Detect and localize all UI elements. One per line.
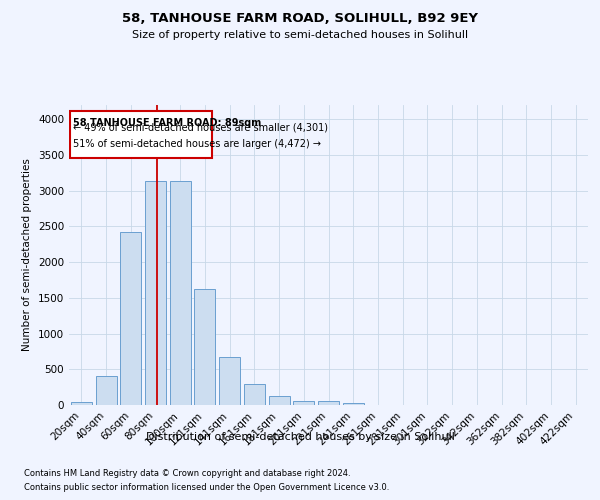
- Text: ← 49% of semi-detached houses are smaller (4,301): ← 49% of semi-detached houses are smalle…: [73, 122, 328, 132]
- FancyBboxPatch shape: [70, 110, 212, 158]
- Text: Size of property relative to semi-detached houses in Solihull: Size of property relative to semi-detach…: [132, 30, 468, 40]
- Y-axis label: Number of semi-detached properties: Number of semi-detached properties: [22, 158, 32, 352]
- Bar: [95, 376, 116, 405]
- Bar: [343, 403, 364, 405]
- Bar: [120, 232, 141, 405]
- Bar: [145, 180, 166, 405]
- Text: 58, TANHOUSE FARM ROAD, SOLIHULL, B92 9EY: 58, TANHOUSE FARM ROAD, SOLIHULL, B92 9E…: [122, 12, 478, 26]
- Bar: [318, 402, 339, 405]
- Bar: [269, 396, 290, 405]
- Text: 51% of semi-detached houses are larger (4,472) →: 51% of semi-detached houses are larger (…: [73, 140, 321, 149]
- Bar: [293, 400, 314, 405]
- Bar: [219, 357, 240, 405]
- Bar: [244, 384, 265, 405]
- Text: 58 TANHOUSE FARM ROAD: 89sqm: 58 TANHOUSE FARM ROAD: 89sqm: [73, 118, 262, 128]
- Text: Contains HM Land Registry data © Crown copyright and database right 2024.: Contains HM Land Registry data © Crown c…: [24, 469, 350, 478]
- Bar: [71, 402, 92, 405]
- Text: Distribution of semi-detached houses by size in Solihull: Distribution of semi-detached houses by …: [146, 432, 454, 442]
- Bar: [194, 288, 215, 405]
- Text: Contains public sector information licensed under the Open Government Licence v3: Contains public sector information licen…: [24, 484, 389, 492]
- Bar: [170, 180, 191, 405]
